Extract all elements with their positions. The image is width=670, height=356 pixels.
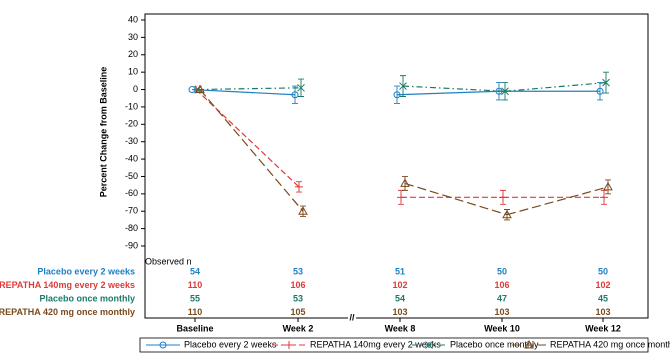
n-value: 110 [188,280,203,290]
series-line [199,89,304,212]
marker [399,82,407,90]
y-tick-label: 30 [128,32,138,42]
n-row-label: Placebo once monthly [39,293,135,303]
marker [600,193,608,202]
x-tick-label: Week 12 [585,323,621,333]
y-tick-label: -70 [125,206,138,216]
axis-break-gap [348,312,356,322]
y-tick-label: -30 [125,136,138,146]
y-axis-label: Percent Change from Baseline [98,67,108,198]
n-value: 103 [595,307,610,317]
n-row-label: REPATHA 140mg every 2 weeks [0,280,135,290]
series-line [404,182,508,216]
marker [502,209,512,219]
marker [291,91,299,99]
y-tick-label: -90 [125,240,138,250]
n-value: 53 [293,293,303,303]
legend-label: Placebo once monthly [450,339,539,349]
n-value: 103 [494,307,509,317]
series-line [396,90,500,96]
n-value: 45 [598,293,608,303]
marker [295,182,303,191]
n-value: 110 [188,307,203,317]
n-value: 51 [395,266,405,276]
legend-label: REPATHA 140mg every 2 weeks [310,339,441,349]
marker [297,83,305,92]
n-row-label: Placebo every 2 weeks [37,266,135,276]
series-line [191,88,296,96]
x-tick-label: Baseline [176,323,213,333]
n-value: 102 [392,280,407,290]
marker [393,91,401,99]
n-value: 50 [497,266,507,276]
legend-frame [139,337,649,353]
x-tick-label: Week 10 [484,323,520,333]
marker [298,206,308,215]
n-value: 54 [190,266,200,276]
marker [603,181,613,191]
y-tick-label: 0 [133,84,138,94]
n-value: 102 [595,280,610,290]
legend-marker [524,339,534,349]
series-line [504,81,607,92]
y-tick-label: -80 [125,223,138,233]
n-value: 106 [494,280,509,290]
y-tick-label: -50 [125,171,138,181]
y-tick-label: 10 [128,67,138,77]
error-bar [292,85,298,104]
n-value: 105 [290,307,305,317]
n-label: Observed n [145,256,192,266]
y-tick-label: -40 [125,153,138,163]
n-value: 54 [395,293,405,303]
x-tick-label: Week 8 [385,323,416,333]
legend-label: REPATHA 420 mg once monthly [550,339,670,349]
legend-marker [285,341,293,349]
series-line [506,186,609,216]
marker [397,193,405,202]
series-line [402,85,506,92]
legend-marker [159,341,167,349]
plot-frame [144,13,649,319]
n-value: 106 [290,280,305,290]
x-tick-label: Week 2 [283,323,314,333]
y-tick-label: -60 [125,188,138,198]
axis-break: // [349,312,355,322]
n-row-label: REPATHA 420 mg once monthly [0,307,135,317]
marker [400,178,410,187]
y-tick-label: 40 [128,14,138,24]
y-tick-label: 20 [128,49,138,59]
n-value: 55 [190,293,200,303]
series-line [195,89,300,188]
n-value: 50 [598,266,608,276]
n-value: 47 [497,293,507,303]
marker [499,193,507,202]
series-line [197,87,302,91]
y-tick-label: -20 [125,119,138,129]
marker [195,84,205,94]
marker [596,87,604,95]
y-tick-label: -10 [125,101,138,111]
legend-label: Placebo every 2 weeks [184,339,277,349]
error-bar [394,85,400,104]
marker [602,78,610,87]
marker [501,87,509,96]
n-value: 53 [293,266,303,276]
n-value: 103 [392,307,407,317]
legend-marker [425,341,433,349]
